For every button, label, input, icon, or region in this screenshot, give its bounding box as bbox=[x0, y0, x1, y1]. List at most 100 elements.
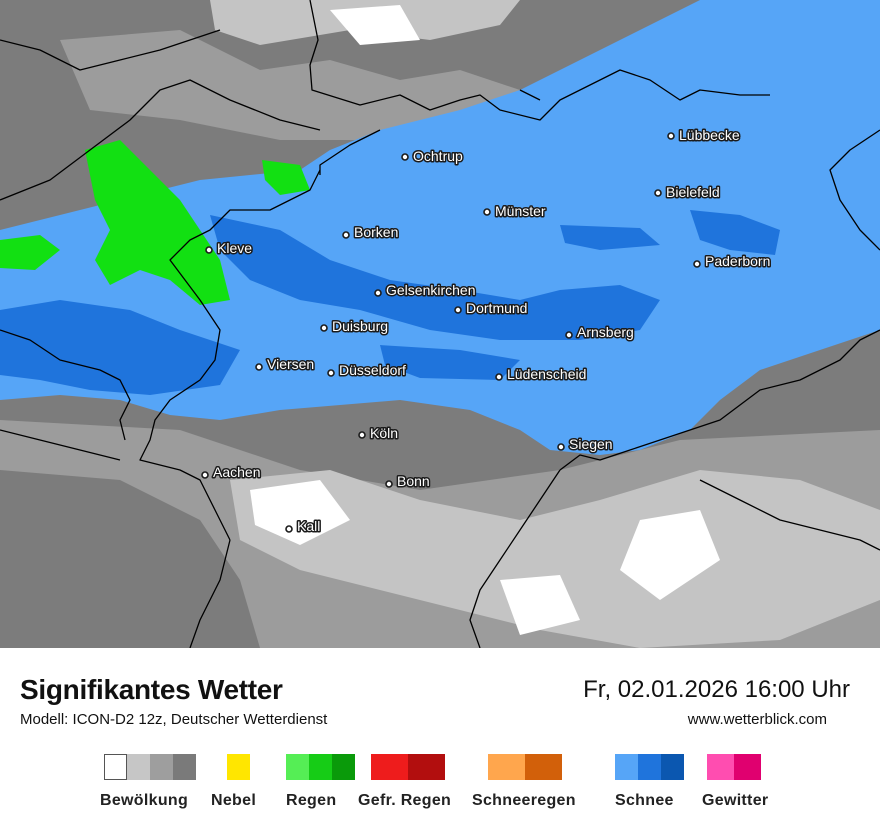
city-marker[interactable]: Kleve bbox=[205, 239, 254, 258]
city-dot bbox=[483, 208, 491, 216]
legend-swatch bbox=[227, 754, 250, 780]
city-marker[interactable]: Duisburg bbox=[320, 317, 390, 336]
city-markers: Lübbecke Ochtrup Bielefeld Münster Borke… bbox=[201, 126, 772, 536]
map-title: Signifikantes Wetter bbox=[20, 674, 283, 705]
city-label: Dortmund bbox=[466, 300, 527, 316]
legend-swatch bbox=[488, 754, 525, 780]
city-marker[interactable]: Paderborn bbox=[693, 252, 772, 271]
legend-swatch bbox=[332, 754, 355, 780]
city-dot bbox=[693, 260, 701, 268]
cloud-light-areas bbox=[0, 0, 880, 648]
legend-swatch bbox=[734, 754, 761, 780]
border-south bbox=[189, 469, 561, 648]
city-marker[interactable]: Aachen bbox=[201, 463, 262, 482]
city-marker[interactable]: Münster bbox=[483, 202, 547, 221]
city-dot bbox=[557, 443, 565, 451]
map-footer: Signifikantes Wetter Modell: ICON-D2 12z… bbox=[0, 648, 880, 830]
city-marker[interactable]: Lübbecke bbox=[667, 126, 741, 145]
city-label: Siegen bbox=[569, 436, 613, 452]
snow-medium-mid bbox=[560, 225, 660, 250]
city-marker[interactable]: Düsseldorf bbox=[327, 361, 408, 380]
city-dot bbox=[654, 189, 662, 197]
clear-patch-1 bbox=[250, 480, 350, 545]
city-dot bbox=[342, 231, 350, 239]
legend-swatches bbox=[371, 754, 445, 782]
city-marker[interactable]: Lüdenscheid bbox=[495, 365, 588, 384]
clear-patch-3 bbox=[500, 575, 580, 635]
website-link[interactable]: www.wetterblick.com bbox=[687, 711, 827, 728]
coastline-northwest bbox=[0, 29, 321, 201]
snow-medium-areas bbox=[0, 210, 780, 395]
rain-area-far-west bbox=[0, 235, 60, 270]
legend-swatch bbox=[661, 754, 684, 780]
forecast-datetime: Fr, 02.01.2026 16:00 Uhr bbox=[583, 676, 850, 703]
city-marker[interactable]: Gelsenkirchen bbox=[374, 281, 477, 300]
city-marker[interactable]: Ochtrup bbox=[401, 147, 465, 166]
city-dot bbox=[358, 431, 366, 439]
rain-area-west bbox=[85, 140, 230, 305]
city-marker[interactable]: Bonn bbox=[385, 472, 431, 491]
cloud-medium-top bbox=[60, 30, 520, 140]
city-marker[interactable]: Viersen bbox=[255, 355, 316, 374]
clear-patch-2 bbox=[620, 510, 720, 600]
city-dot bbox=[205, 246, 213, 254]
city-label: Köln bbox=[370, 425, 398, 441]
legend-label: Gewitter bbox=[702, 792, 769, 809]
legend-swatch bbox=[638, 754, 661, 780]
city-label: Bonn bbox=[397, 473, 430, 489]
city-dot bbox=[385, 480, 393, 488]
legend-label: Regen bbox=[286, 792, 337, 809]
snow-light-area bbox=[0, 0, 880, 455]
legend-label: Nebel bbox=[211, 792, 257, 809]
city-label: Lüdenscheid bbox=[507, 366, 586, 382]
city-label: Kleve bbox=[217, 240, 252, 256]
snow-medium-east bbox=[690, 210, 780, 255]
legend-fog: Nebel bbox=[211, 754, 256, 809]
snow-medium-central bbox=[210, 215, 660, 340]
legend-swatch bbox=[707, 754, 734, 780]
city-marker[interactable]: Arnsberg bbox=[565, 323, 635, 342]
legend-swatches bbox=[104, 754, 196, 782]
legend-label: Bewölkung bbox=[100, 792, 189, 809]
border-east bbox=[699, 129, 880, 551]
city-marker[interactable]: Borken bbox=[342, 223, 400, 242]
border-netherlands-germany bbox=[139, 0, 770, 541]
legend-sleet: Schneeregen bbox=[472, 754, 575, 809]
city-label: Duisburg bbox=[332, 318, 388, 334]
rain-area-north bbox=[262, 160, 310, 195]
weather-map-canvas: Lübbecke Ochtrup Bielefeld Münster Borke… bbox=[0, 0, 880, 648]
city-dot bbox=[667, 132, 675, 140]
city-label: Arnsberg bbox=[577, 324, 634, 340]
legend-swatch bbox=[615, 754, 638, 780]
legend-snow: Schnee bbox=[615, 754, 684, 809]
legend-swatch bbox=[150, 754, 173, 780]
legend-swatch bbox=[286, 754, 309, 780]
city-marker[interactable]: Dortmund bbox=[454, 299, 529, 318]
legend-label: Schnee bbox=[615, 792, 674, 809]
city-marker[interactable]: Siegen bbox=[557, 435, 614, 454]
city-label: Bielefeld bbox=[666, 184, 720, 200]
city-dot bbox=[201, 471, 209, 479]
legend-swatch bbox=[408, 754, 445, 780]
legend-thunderstorm: Gewitter bbox=[702, 754, 768, 809]
city-marker[interactable]: Köln bbox=[358, 424, 400, 443]
legend-swatch bbox=[104, 754, 127, 780]
rain-areas bbox=[0, 140, 310, 305]
city-dot bbox=[327, 369, 335, 377]
legend-swatch bbox=[173, 754, 196, 780]
city-marker[interactable]: Bielefeld bbox=[654, 183, 721, 202]
city-dot bbox=[495, 373, 503, 381]
legend-label: Gefr. Regen bbox=[358, 792, 452, 809]
legend-swatches bbox=[227, 754, 250, 782]
legend-swatch bbox=[371, 754, 408, 780]
city-dot bbox=[401, 153, 409, 161]
city-label: Gelsenkirchen bbox=[386, 282, 476, 298]
city-label: Paderborn bbox=[705, 253, 770, 269]
city-marker[interactable]: Kall bbox=[285, 517, 322, 536]
legend-swatches bbox=[286, 754, 355, 782]
legend-swatch bbox=[525, 754, 562, 780]
legend-swatches bbox=[707, 754, 761, 782]
cloud-dark-southwest bbox=[0, 470, 260, 648]
city-dot bbox=[320, 324, 328, 332]
clear-patch-4 bbox=[330, 5, 420, 45]
